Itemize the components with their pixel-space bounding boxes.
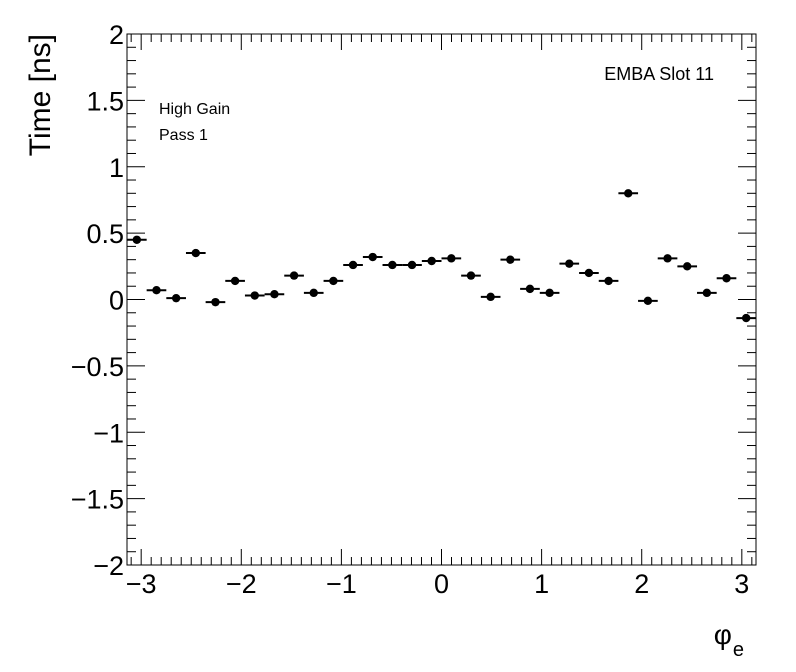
x-tick-label: 0 — [434, 569, 449, 599]
tick-labels: −3 −2 −1 0 1 2 3−2−1.5−1−0.500.511.52 — [71, 20, 750, 599]
data-point — [348, 260, 358, 270]
y-tick-label: 1.5 — [86, 86, 124, 116]
data-point — [525, 284, 535, 294]
y-tick-label: 0 — [109, 286, 124, 316]
data-point — [643, 296, 653, 306]
x-tick-label: −2 — [226, 569, 257, 599]
data-point — [545, 288, 554, 298]
data-point — [230, 276, 240, 286]
data-point — [329, 276, 338, 286]
data-point — [447, 254, 456, 263]
y-tick-label: −1 — [93, 418, 124, 448]
data-point — [741, 313, 751, 323]
y-tick-label: 0.5 — [86, 219, 124, 249]
y-tick-label: −2 — [93, 551, 124, 581]
data-point — [191, 248, 200, 258]
data-point — [270, 289, 279, 299]
x-tick-label: −1 — [326, 569, 357, 599]
y-tick-label: 2 — [109, 20, 124, 50]
data-point — [211, 297, 220, 307]
x-axis-label: φe — [714, 619, 744, 661]
plot-frame — [126, 33, 757, 566]
data-point — [584, 268, 594, 278]
data-point — [466, 271, 476, 280]
data-point — [624, 189, 633, 198]
gain-annotation: High Gain — [159, 101, 230, 118]
data-point — [152, 286, 161, 295]
data-point — [289, 271, 299, 280]
data-point — [250, 291, 259, 300]
data-point — [683, 262, 692, 271]
data-point — [368, 252, 377, 262]
data-point — [565, 259, 574, 268]
data-point — [171, 293, 181, 303]
data-point — [702, 288, 712, 298]
data-point — [427, 256, 436, 266]
data-point — [407, 260, 417, 270]
data-points — [127, 189, 756, 323]
y-axis-label: Time [ns] — [24, 34, 57, 156]
data-point — [388, 260, 397, 270]
data-point — [309, 288, 318, 298]
data-point — [722, 274, 731, 283]
data-point — [506, 255, 515, 264]
x-tick-label: 1 — [534, 569, 549, 599]
pass-annotation: Pass 1 — [159, 127, 208, 144]
data-point — [663, 254, 672, 263]
axis-ticks — [127, 33, 756, 566]
x-tick-label: −3 — [126, 569, 157, 599]
data-point — [132, 235, 142, 244]
x-tick-label: 2 — [634, 569, 649, 599]
x-axis-label-base: φ — [714, 619, 732, 650]
y-tick-label: 1 — [109, 153, 124, 183]
x-tick-label: 3 — [734, 569, 749, 599]
y-tick-label: −0.5 — [71, 352, 124, 382]
x-axis-label-subscript: e — [733, 639, 744, 661]
data-point — [486, 292, 495, 302]
data-point — [604, 276, 613, 286]
slot-annotation: EMBA Slot 11 — [604, 64, 714, 84]
y-tick-label: −1.5 — [71, 485, 124, 515]
